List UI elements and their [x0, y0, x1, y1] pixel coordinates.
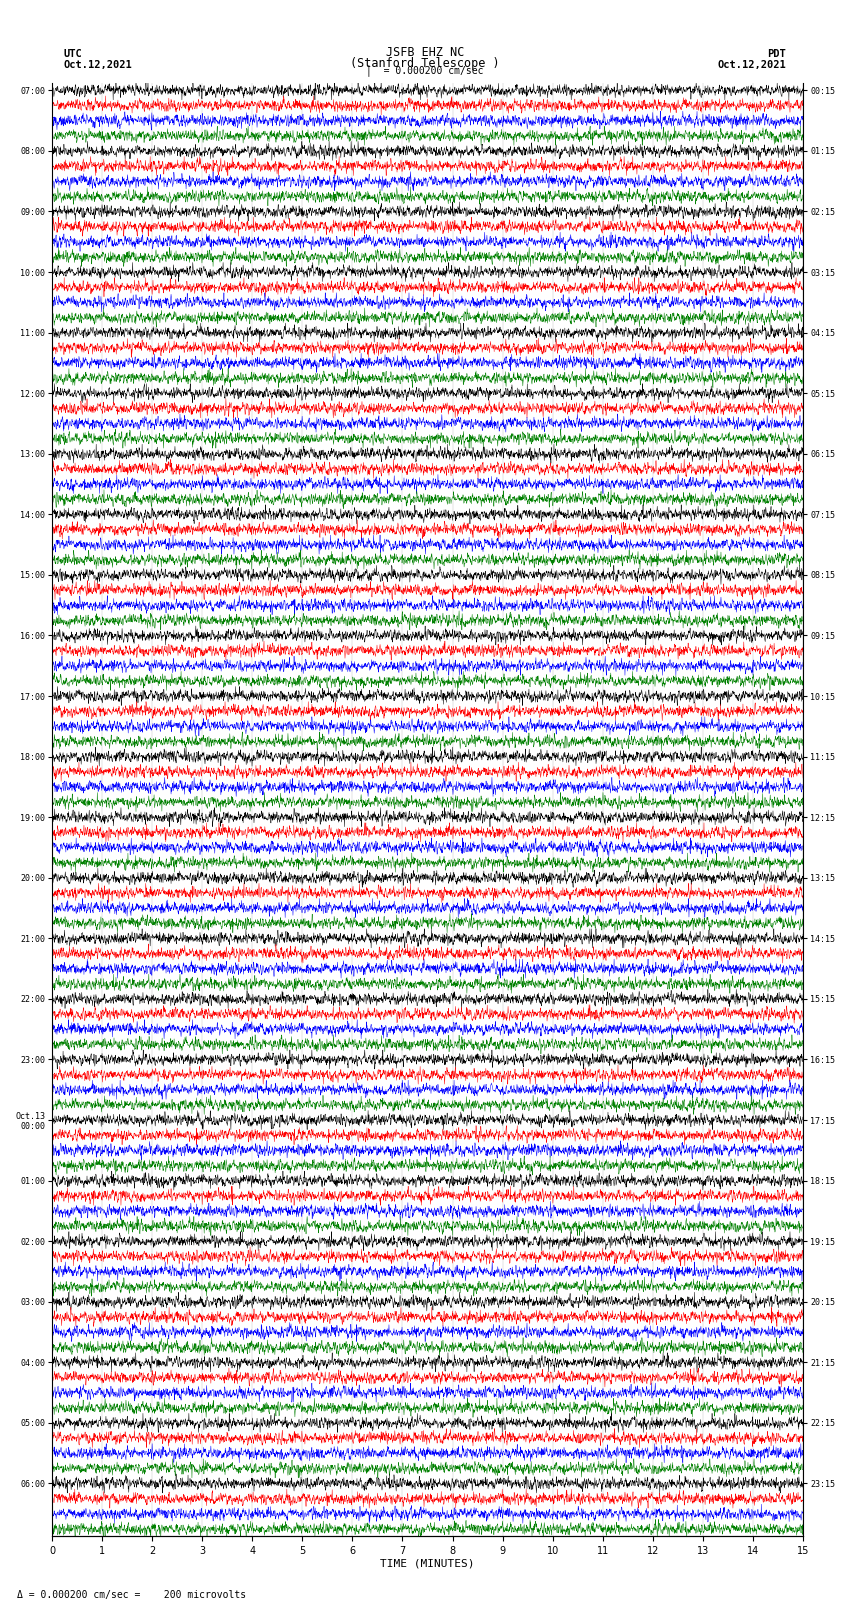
Text: Δ = 0.000200 cm/sec =    200 microvolts: Δ = 0.000200 cm/sec = 200 microvolts — [17, 1590, 246, 1600]
Text: UTC: UTC — [64, 48, 82, 58]
Text: │  = 0.000200 cm/sec: │ = 0.000200 cm/sec — [366, 65, 484, 76]
Text: Oct.12,2021: Oct.12,2021 — [717, 60, 786, 71]
X-axis label: TIME (MINUTES): TIME (MINUTES) — [380, 1560, 475, 1569]
Text: JSFB EHZ NC: JSFB EHZ NC — [386, 45, 464, 58]
Text: (Stanford Telescope ): (Stanford Telescope ) — [350, 56, 500, 71]
Text: Oct.12,2021: Oct.12,2021 — [64, 60, 133, 71]
Text: PDT: PDT — [768, 48, 786, 58]
